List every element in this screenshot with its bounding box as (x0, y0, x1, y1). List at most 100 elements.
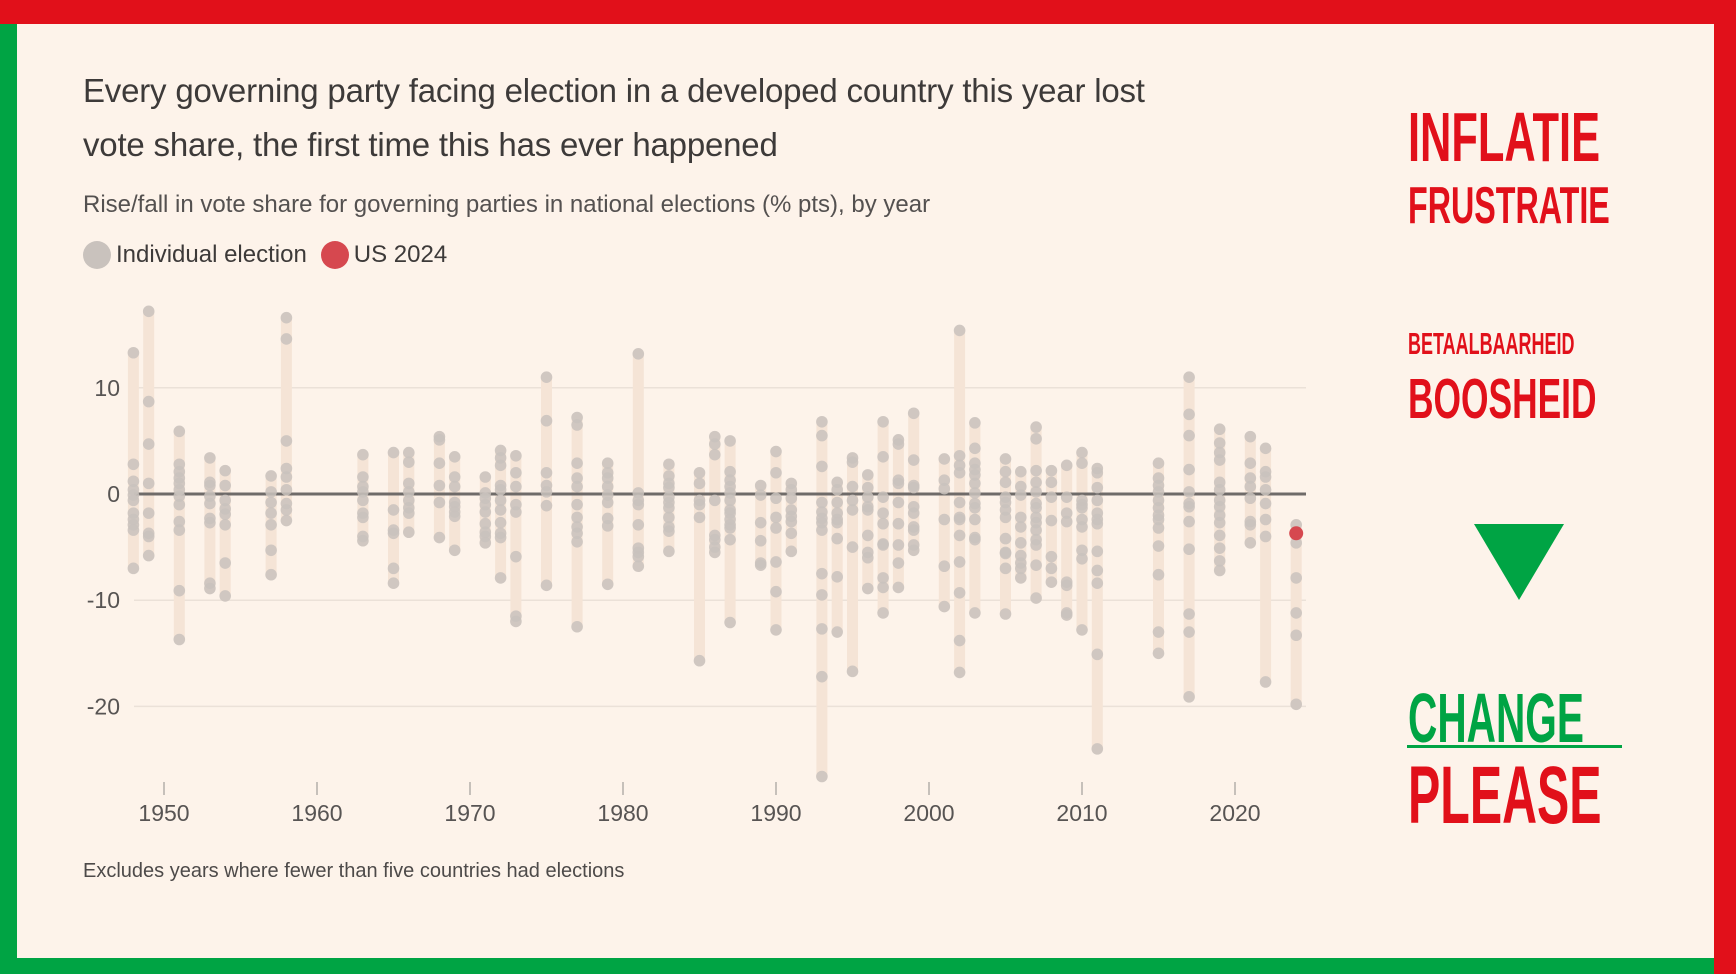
data-point-2011 (1091, 517, 1104, 530)
slogan-change-underline (1407, 745, 1622, 748)
data-point-1987 (724, 494, 736, 507)
data-point-1993 (816, 567, 828, 580)
data-point-2001 (938, 453, 951, 465)
data-point-1971 (479, 471, 492, 483)
data-point-1993 (816, 460, 828, 473)
data-point-1957 (265, 496, 277, 509)
data-point-1994 (831, 532, 843, 545)
data-point-1999 (907, 524, 920, 536)
data-point-1965 (387, 504, 400, 516)
data-point-2019 (1213, 542, 1226, 554)
data-point-1973 (510, 506, 522, 518)
data-point-1963 (357, 448, 369, 461)
data-points (127, 305, 1302, 783)
data-point-1973 (510, 449, 522, 462)
data-point-1987 (724, 435, 736, 447)
data-point-1977 (571, 472, 583, 484)
data-point-1953 (204, 479, 216, 492)
data-point-1979 (601, 496, 614, 509)
data-point-1989 (754, 479, 767, 492)
data-point-1966 (403, 486, 415, 498)
data-point-2015 (1152, 513, 1165, 526)
chart-title: Every governing party facing election in… (83, 64, 1343, 172)
data-point-1999 (907, 544, 920, 557)
data-point-1951 (173, 498, 186, 511)
data-point-2021 (1244, 457, 1257, 470)
data-point-2015 (1152, 522, 1165, 534)
data-point-1975 (540, 579, 553, 592)
data-point-1998 (892, 581, 905, 594)
data-point-1997 (877, 572, 889, 584)
slogan-inflatie: INFLATIE (1408, 98, 1601, 176)
data-point-1975 (540, 499, 553, 512)
data-point-1966 (403, 446, 415, 459)
data-point-1963 (357, 534, 369, 547)
highlight-points (1289, 526, 1304, 541)
data-point-1973 (510, 615, 522, 628)
legend-label-individual-election: Individual election (116, 241, 307, 268)
data-point-1997 (877, 507, 889, 519)
legend-swatch-us-2024 (320, 241, 349, 269)
data-point-1990 (770, 522, 782, 534)
data-point-1949 (142, 395, 155, 408)
data-point-1958 (280, 462, 293, 475)
data-point-1951 (173, 584, 186, 597)
data-point-1996 (862, 582, 874, 595)
data-point-1968 (433, 479, 446, 492)
data-point-1994 (831, 483, 843, 496)
data-point-2017 (1183, 486, 1195, 498)
x-tick-label: 1970 (444, 800, 495, 826)
data-point-1995 (846, 665, 859, 678)
data-point-1968 (433, 531, 446, 544)
data-point-2024 (1290, 572, 1302, 584)
data-point-2006 (1015, 562, 1027, 575)
data-point-2005 (999, 465, 1012, 478)
data-point-1957 (265, 544, 277, 557)
data-point-2007 (1030, 486, 1042, 498)
data-point-1989 (754, 516, 767, 529)
data-point-1953 (204, 497, 216, 510)
data-point-2021 (1244, 480, 1257, 493)
slogan-boosheid: BOOSHEID (1408, 367, 1597, 431)
data-point-1948 (127, 524, 140, 536)
data-point-2003 (969, 487, 981, 499)
data-point-2005 (999, 562, 1012, 575)
data-point-1979 (601, 578, 614, 591)
data-point-1993 (816, 496, 828, 509)
data-point-2007 (1030, 592, 1042, 604)
data-point-1973 (510, 480, 522, 493)
data-point-2017 (1183, 429, 1195, 442)
data-point-1975 (540, 371, 553, 383)
data-point-2007 (1030, 559, 1042, 571)
frame-bottom-border (0, 958, 1714, 974)
data-point-1954 (219, 494, 231, 507)
data-point-2007 (1030, 476, 1042, 489)
data-point-1990 (770, 492, 782, 505)
data-point-1977 (571, 457, 583, 470)
data-point-1993 (816, 770, 828, 783)
data-point-2007 (1030, 539, 1042, 551)
data-point-1954 (219, 479, 231, 492)
data-point-2011 (1091, 648, 1104, 661)
axes: 10 0 -10 -20 1950 1960 1970 1980 1990 2000 2010 202… (87, 375, 1261, 826)
slogan-please: PLEASE (1408, 750, 1602, 841)
data-point-1998 (892, 496, 905, 509)
data-point-2022 (1259, 442, 1272, 455)
data-point-1991 (785, 492, 798, 505)
data-point-2024 (1290, 698, 1302, 711)
data-point-2011 (1091, 466, 1104, 479)
data-point-2021 (1244, 518, 1257, 531)
data-point-1963 (357, 494, 369, 507)
x-tick-label: 2020 (1209, 800, 1260, 826)
data-point-1995 (846, 504, 859, 516)
data-point-1991 (785, 515, 798, 528)
data-point-2006 (1015, 489, 1027, 501)
data-point-1972 (494, 459, 507, 472)
data-point-2024 (1290, 537, 1302, 549)
data-point-1990 (770, 466, 782, 479)
data-point-1958 (280, 504, 293, 516)
data-point-1996 (862, 529, 874, 542)
data-point-2010 (1076, 457, 1088, 470)
data-point-1994 (831, 571, 843, 583)
